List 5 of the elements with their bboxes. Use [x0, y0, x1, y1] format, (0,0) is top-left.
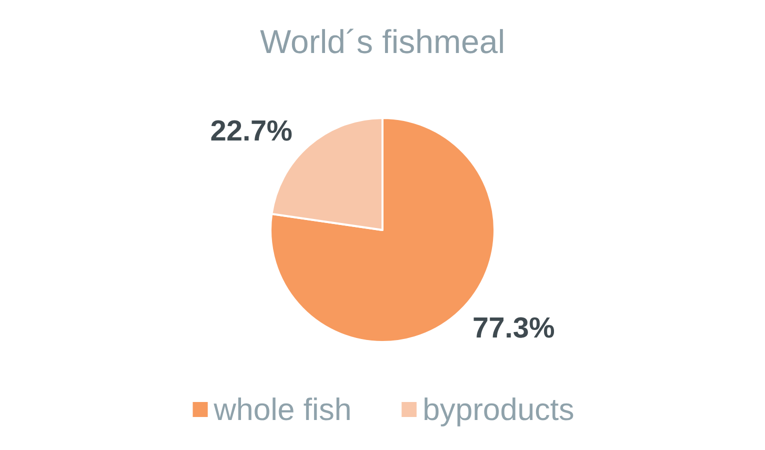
- chart-title: World´s fishmeal: [260, 23, 506, 60]
- legend-label: whole fish: [212, 392, 352, 427]
- data-label: 77.3%: [472, 312, 555, 344]
- data-label: 22.7%: [210, 116, 293, 148]
- legend-label: byproducts: [422, 392, 574, 427]
